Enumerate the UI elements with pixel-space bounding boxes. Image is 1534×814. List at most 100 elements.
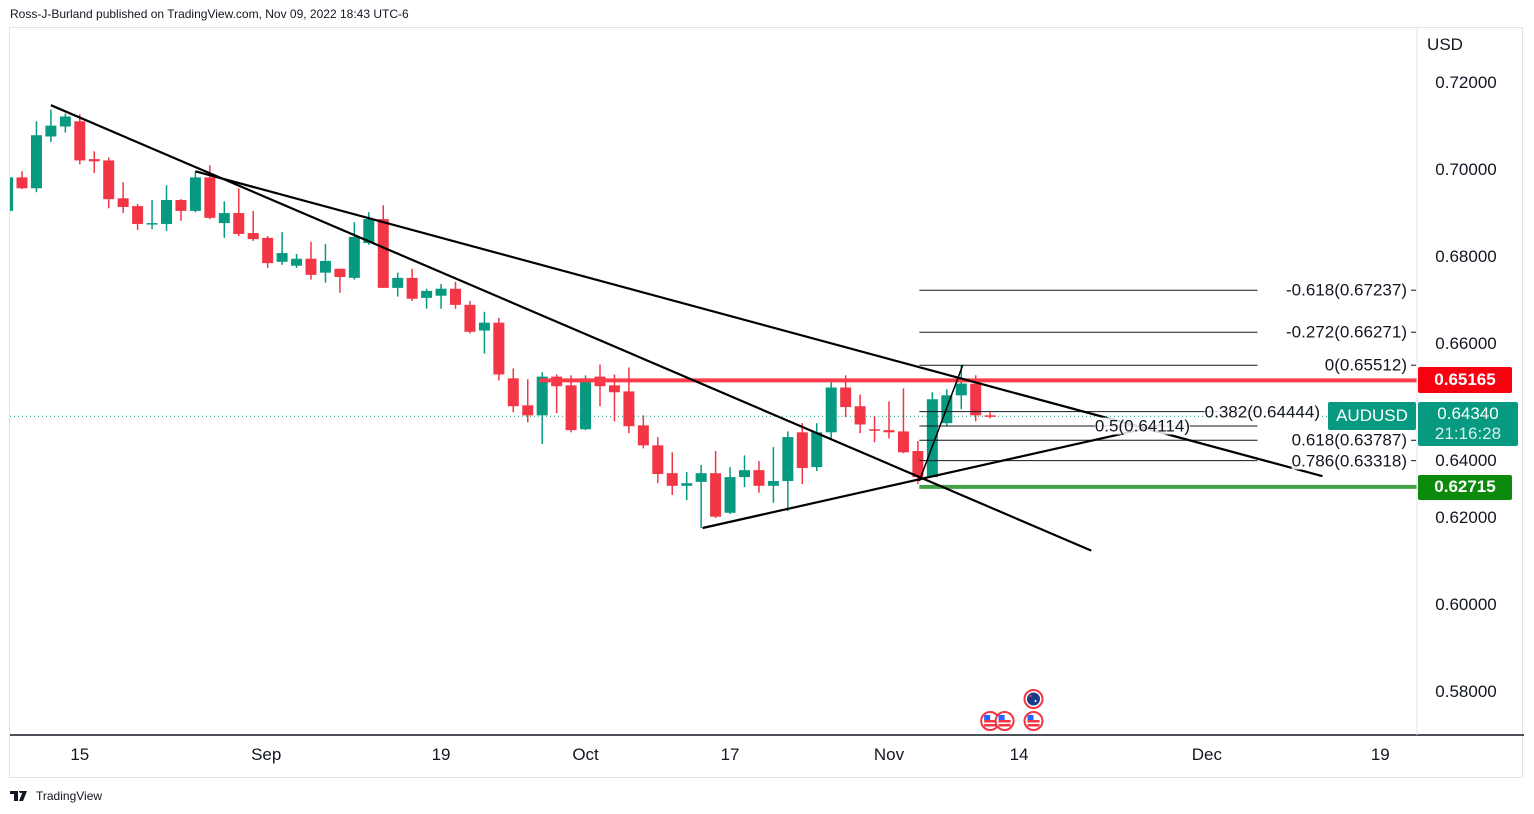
candle-body — [348, 236, 360, 278]
candle — [897, 388, 909, 454]
fib-level-label: 0.786(0.63318) — [1291, 451, 1407, 471]
candle-body — [536, 376, 548, 416]
candle-body — [840, 387, 852, 408]
candle-body — [406, 277, 418, 299]
candle — [348, 222, 360, 280]
candle — [811, 423, 823, 472]
candle — [710, 451, 722, 518]
candle-body — [623, 391, 635, 427]
candle-body — [926, 399, 938, 478]
time-axis-tick: 17 — [720, 745, 740, 764]
candle-body — [811, 432, 823, 468]
candle — [247, 210, 259, 241]
time-axis-tick: 19 — [431, 745, 451, 764]
candle-body — [74, 121, 86, 161]
candle-body — [753, 470, 765, 486]
candle — [450, 281, 461, 309]
candle — [739, 455, 750, 488]
fib-level-label: 0.5(0.64114) — [1094, 416, 1190, 436]
candle-body — [464, 304, 476, 332]
price-axis-tick: 0.66000 — [1435, 334, 1497, 353]
candle-body — [897, 431, 909, 453]
trendline[interactable] — [50, 104, 1092, 552]
candle-body — [377, 219, 389, 288]
candle — [74, 114, 86, 165]
trendline[interactable] — [918, 365, 964, 482]
support-price-badge: 0.62715 — [1418, 474, 1512, 500]
symbol-badge: AUDUSD — [1328, 402, 1416, 431]
candle — [724, 467, 736, 515]
candle-body — [565, 385, 577, 431]
candle-body — [637, 425, 649, 446]
fib-level-label: -0.272(0.66271) — [1286, 322, 1407, 342]
candle — [522, 379, 534, 423]
resistance-price-badge: 0.65165 — [1418, 367, 1512, 394]
time-axis-tick: Dec — [1191, 745, 1223, 764]
candle-body — [666, 473, 678, 486]
candle — [796, 423, 808, 485]
trendline[interactable] — [702, 423, 1164, 530]
candle-body — [103, 160, 115, 200]
candle — [637, 415, 649, 449]
fib-level-label: 0.618(0.63787) — [1291, 430, 1407, 450]
candle-body — [218, 213, 230, 224]
candle-body — [970, 383, 982, 416]
candle-body — [146, 223, 158, 225]
tradingview-logo-icon — [10, 791, 27, 801]
candle-body — [912, 451, 924, 478]
candle — [507, 368, 519, 413]
candle — [883, 401, 895, 439]
candle-body — [854, 406, 866, 425]
candle-body — [117, 198, 129, 207]
time-axis-tick: 15 — [70, 745, 90, 764]
au-event-flag-icon[interactable] — [1023, 689, 1044, 709]
time-axis-tick: 19 — [1370, 745, 1390, 764]
candle — [652, 437, 664, 484]
candle — [594, 364, 606, 407]
candle — [276, 232, 288, 265]
candle — [88, 151, 100, 174]
candle-body — [262, 237, 274, 264]
candle-body — [608, 385, 620, 393]
candle — [45, 109, 57, 143]
candle-body — [522, 405, 534, 416]
candle-body — [652, 445, 664, 475]
tradingview-logo[interactable]: TradingView — [10, 789, 102, 803]
chart-frame — [9, 27, 1523, 778]
candle — [536, 372, 548, 445]
candle-body — [421, 290, 433, 298]
candle-body — [10, 177, 14, 211]
candle — [926, 392, 938, 478]
candle-body — [392, 277, 404, 288]
candle-body — [724, 477, 736, 513]
candle — [782, 431, 794, 512]
us-event-flag-icon[interactable] — [994, 711, 1015, 731]
candle — [753, 461, 765, 493]
candle — [464, 300, 476, 334]
candle-body — [580, 378, 592, 430]
price-axis-tick: 0.64000 — [1435, 451, 1497, 470]
candle-body — [291, 258, 303, 266]
candle — [117, 182, 129, 214]
fib-level-label: 0.382(0.64444) — [1204, 402, 1320, 422]
candle-body — [739, 470, 750, 478]
price-axis-tick: 0.68000 — [1435, 247, 1497, 266]
time-axis-tick: Oct — [572, 745, 599, 764]
candle — [10, 177, 14, 211]
last-price-value: 0.64340 — [1437, 404, 1499, 424]
candle-body — [767, 481, 779, 486]
candle — [161, 185, 172, 231]
candle-body — [782, 437, 794, 482]
us-event-flag-icon[interactable] — [1023, 711, 1044, 731]
candle — [103, 157, 115, 209]
price-axis-tick: 0.70000 — [1435, 160, 1497, 179]
price-axis-tick: 0.72000 — [1435, 73, 1497, 92]
time-axis-tick: Nov — [873, 745, 905, 764]
candle — [623, 367, 635, 434]
candle — [132, 203, 144, 231]
candle-body — [363, 219, 375, 244]
candle-body — [247, 233, 259, 240]
candle — [291, 253, 303, 268]
candle — [565, 375, 577, 433]
